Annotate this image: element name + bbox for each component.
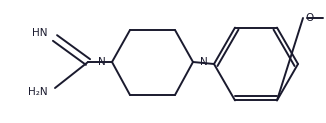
Text: N: N bbox=[98, 57, 106, 67]
Text: H₂N: H₂N bbox=[28, 87, 48, 97]
Text: N: N bbox=[200, 57, 208, 67]
Text: O: O bbox=[306, 13, 314, 23]
Text: HN: HN bbox=[33, 28, 48, 38]
